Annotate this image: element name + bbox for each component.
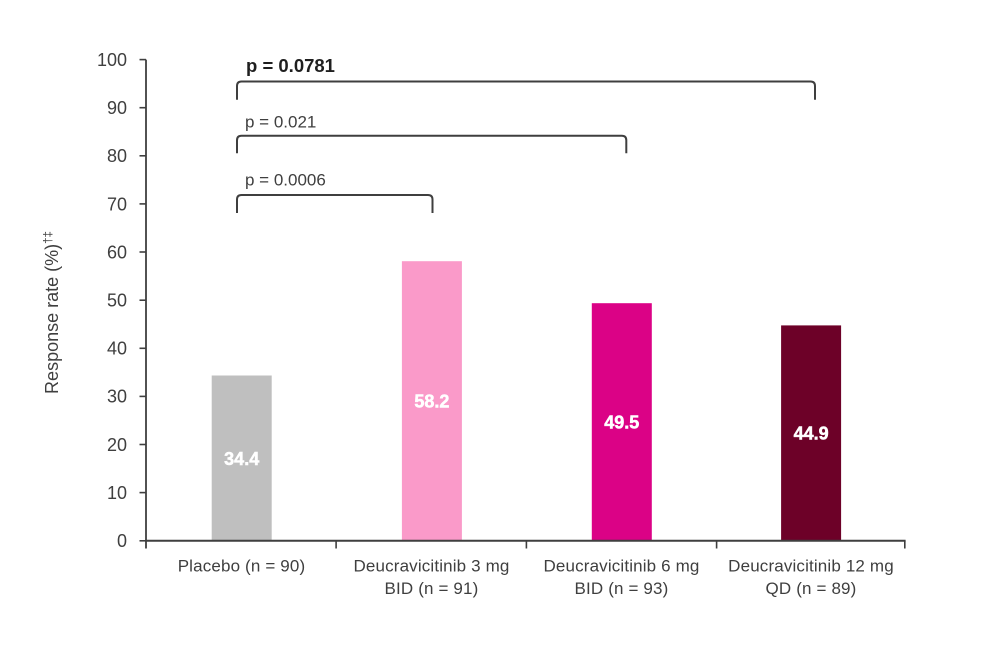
svg-text:Deucravicitinib 6 mg: Deucravicitinib 6 mg — [543, 557, 699, 576]
svg-text:Deucravicitinib 3 mg: Deucravicitinib 3 mg — [353, 557, 509, 576]
svg-text:p = 0.0006: p = 0.0006 — [245, 171, 326, 190]
svg-text:90: 90 — [107, 98, 127, 118]
svg-text:44.9: 44.9 — [794, 424, 829, 444]
svg-text:Response rate (%)†‡: Response rate (%)†‡ — [42, 231, 62, 394]
svg-text:0: 0 — [117, 531, 127, 551]
svg-text:49.5: 49.5 — [604, 413, 639, 433]
svg-text:60: 60 — [107, 242, 127, 262]
svg-text:p = 0.021: p = 0.021 — [245, 113, 316, 132]
svg-text:100: 100 — [97, 50, 127, 70]
svg-text:34.4: 34.4 — [224, 449, 259, 469]
svg-text:50: 50 — [107, 291, 127, 311]
svg-text:80: 80 — [107, 146, 127, 166]
svg-text:58.2: 58.2 — [414, 392, 449, 412]
svg-text:20: 20 — [107, 435, 127, 455]
svg-text:p = 0.0781: p = 0.0781 — [246, 55, 335, 76]
svg-text:40: 40 — [107, 339, 127, 359]
svg-text:Placebo (n = 90): Placebo (n = 90) — [178, 557, 306, 576]
svg-text:QD (n = 89): QD (n = 89) — [766, 579, 857, 598]
svg-text:Deucravicitinib 12 mg: Deucravicitinib 12 mg — [728, 557, 894, 576]
svg-text:30: 30 — [107, 387, 127, 407]
svg-text:BID (n = 93): BID (n = 93) — [575, 579, 669, 598]
svg-text:10: 10 — [107, 483, 127, 503]
svg-text:BID (n = 91): BID (n = 91) — [385, 579, 479, 598]
svg-text:70: 70 — [107, 194, 127, 214]
